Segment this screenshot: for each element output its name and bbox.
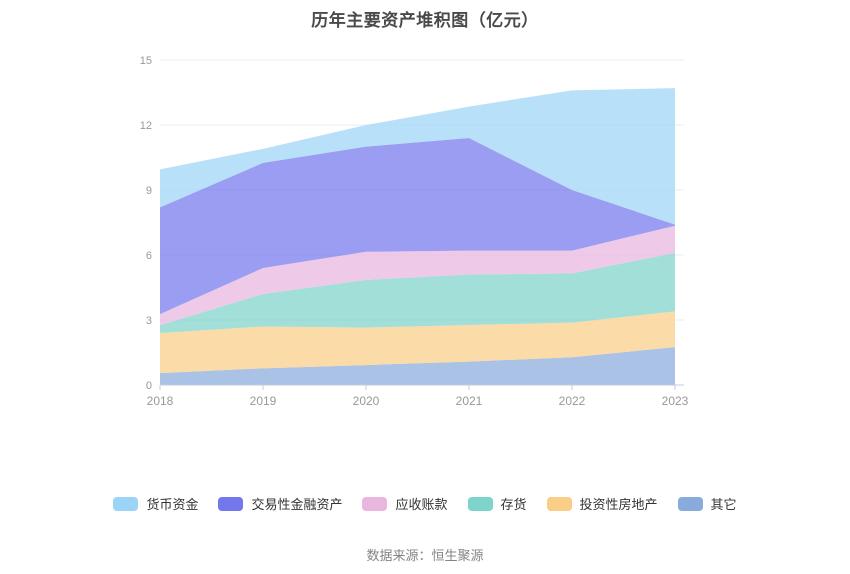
legend-swatch-icon xyxy=(546,496,572,511)
area-band-货币资金 xyxy=(160,88,675,225)
x-tick-label: 2023 xyxy=(662,394,689,408)
legend-swatch-icon xyxy=(677,496,703,511)
legend-item-货币资金[interactable]: 货币资金 xyxy=(113,494,198,513)
legend-label: 交易性金融资产 xyxy=(251,497,343,512)
y-tick-label: 0 xyxy=(146,380,152,392)
legend-label: 投资性房地产 xyxy=(579,497,658,512)
area-band-存货 xyxy=(160,252,675,333)
x-tick-label: 2020 xyxy=(353,394,380,408)
legend-swatch-icon xyxy=(362,496,388,511)
legend-swatch-icon xyxy=(467,496,493,511)
chart-title: 历年主要资产堆积图（亿元） xyxy=(311,11,539,30)
x-tick-label: 2018 xyxy=(147,394,174,408)
x-tick-label: 2019 xyxy=(250,394,277,408)
y-tick-label: 3 xyxy=(146,315,152,327)
area-band-应收账款 xyxy=(160,225,675,326)
legend-item-应收账款[interactable]: 应收账款 xyxy=(362,494,448,513)
legend-item-交易性金融资产[interactable]: 交易性金融资产 xyxy=(218,494,342,513)
legend-swatch-icon xyxy=(218,496,244,511)
stacked-area-chart: 2018 2019 2020 2021 2022 2023 0 3 6 9 12 15 xyxy=(140,55,689,408)
y-tick-label: 15 xyxy=(140,55,152,67)
legend-item-投资性房地产[interactable]: 投资性房地产 xyxy=(546,494,658,513)
data-source-note: 数据来源：恒生聚源 xyxy=(366,548,484,563)
chart-legend: 货币资金 交易性金融资产 应收账款 存货 投资性房地产 其它 xyxy=(0,494,850,513)
area-band-其它 xyxy=(160,347,675,385)
legend-swatch-icon xyxy=(113,496,139,511)
legend-label: 应收账款 xyxy=(395,497,448,512)
legend-label: 货币资金 xyxy=(146,497,199,512)
x-tick-label: 2021 xyxy=(456,394,483,408)
legend-label: 其它 xyxy=(710,497,737,512)
area-band-交易性金融资产 xyxy=(160,138,675,315)
legend-label: 存货 xyxy=(500,497,527,512)
x-tick-label: 2022 xyxy=(559,394,586,408)
y-tick-label: 12 xyxy=(140,120,152,132)
y-tick-label: 6 xyxy=(146,250,152,262)
legend-item-其它[interactable]: 其它 xyxy=(677,494,737,513)
legend-item-存货[interactable]: 存货 xyxy=(467,494,527,513)
area-band-投资性房地产 xyxy=(160,311,675,374)
y-tick-label: 9 xyxy=(146,185,152,197)
